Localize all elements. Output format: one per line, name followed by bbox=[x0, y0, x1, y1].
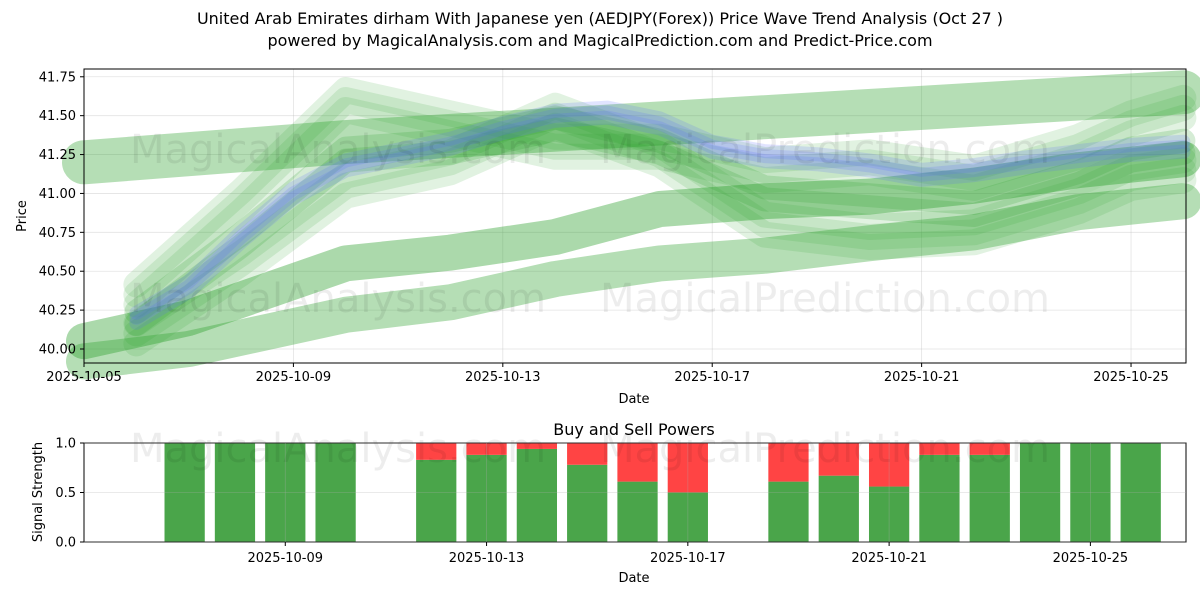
sell-bar bbox=[868, 443, 910, 487]
watermark-left-bottom: MagicalAnalysis.com bbox=[130, 426, 546, 472]
buy-bar bbox=[265, 443, 306, 542]
price-y-tick-label: 41.50 bbox=[39, 109, 76, 124]
buy-sell-x-tick-label: 2025-10-09 bbox=[247, 551, 323, 566]
buy-bar bbox=[416, 459, 457, 542]
price-y-tick-label: 40.00 bbox=[39, 343, 76, 358]
price-series-line bbox=[129, 100, 1191, 320]
price-series-line bbox=[129, 105, 1191, 325]
buy-sell-x-tick-label: 2025-10-17 bbox=[650, 551, 726, 566]
sell-bar bbox=[818, 443, 859, 476]
sell-bar bbox=[567, 443, 608, 465]
sell-bar bbox=[416, 443, 457, 460]
price-series-line bbox=[66, 183, 1200, 380]
buy-sell-y-tick-label: 0.0 bbox=[55, 536, 76, 551]
sell-bar bbox=[919, 443, 960, 455]
price-y-axis-label: Price bbox=[15, 200, 30, 232]
buy-bar bbox=[1120, 443, 1161, 542]
buy-sell-chart-plot bbox=[164, 443, 1161, 542]
price-series-line bbox=[66, 141, 1200, 360]
price-series-line bbox=[123, 112, 1197, 357]
price-x-tick-label: 2025-10-21 bbox=[884, 370, 960, 385]
price-x-tick-label: 2025-10-17 bbox=[674, 370, 750, 385]
price-series-line bbox=[123, 77, 1197, 298]
buy-sell-y-tick-label: 0.5 bbox=[55, 486, 76, 501]
buy-sell-x-axis-label: Date bbox=[618, 571, 649, 586]
buy-bar bbox=[164, 443, 205, 542]
buy-bar bbox=[919, 454, 960, 542]
buy-bar bbox=[567, 464, 608, 542]
price-series-line bbox=[124, 105, 1196, 324]
buy-bar bbox=[214, 443, 256, 542]
buy-bar bbox=[315, 443, 356, 542]
buy-sell-chart-axes: 0.0 0.5 1.0 2025-10-09 2025-10-13 2025-10-17 2… bbox=[55, 437, 1186, 566]
price-x-tick-label: 2025-10-05 bbox=[46, 370, 122, 385]
price-series-line bbox=[123, 97, 1197, 318]
price-x-tick-label: 2025-10-09 bbox=[256, 370, 332, 385]
sell-bar bbox=[516, 443, 558, 449]
buy-sell-y-axis-label: Signal Strength bbox=[31, 442, 46, 542]
sell-bar bbox=[617, 443, 658, 482]
chart-subtitle: powered by MagicalAnalysis.com and Magic… bbox=[267, 31, 933, 50]
price-x-axis-label: Date bbox=[618, 392, 649, 407]
watermark-right-upper: MagicalPrediction.com bbox=[600, 127, 1050, 173]
buy-bar bbox=[617, 481, 658, 542]
sell-bar bbox=[466, 443, 507, 455]
price-y-tick-label: 40.25 bbox=[39, 304, 76, 319]
price-y-tick-label: 41.25 bbox=[39, 148, 76, 163]
price-y-tick-label: 41.75 bbox=[39, 70, 76, 85]
watermark-right-bottom: MagicalPrediction.com bbox=[600, 426, 1050, 472]
buy-bar bbox=[969, 454, 1010, 542]
sell-bar bbox=[667, 443, 708, 493]
buy-bar bbox=[516, 448, 558, 542]
chart-title: United Arab Emirates dirham With Japanes… bbox=[196, 9, 1004, 28]
price-chart-axes: 40.00 40.25 40.50 40.75 41.00 41.25 41.50 41.75… bbox=[39, 70, 1169, 385]
price-series-line bbox=[62, 70, 1200, 185]
price-series-line bbox=[123, 87, 1197, 308]
buy-sell-chart-title: Buy and Sell Powers bbox=[553, 420, 715, 439]
price-series-line bbox=[123, 92, 1197, 337]
buy-sell-x-tick-label: 2025-10-13 bbox=[449, 551, 525, 566]
price-series-line bbox=[124, 117, 1196, 336]
watermark-right-lower: MagicalPrediction.com bbox=[600, 276, 1050, 322]
buy-bar bbox=[466, 454, 507, 542]
buy-bar bbox=[667, 492, 708, 542]
buy-sell-x-tick-label: 2025-10-21 bbox=[851, 551, 927, 566]
price-y-tick-label: 40.50 bbox=[39, 265, 76, 280]
buy-sell-y-tick-label: 1.0 bbox=[55, 437, 76, 452]
sell-bar bbox=[969, 443, 1010, 455]
buy-bar bbox=[868, 486, 910, 542]
watermark-left-upper: MagicalAnalysis.com bbox=[130, 127, 546, 173]
price-y-tick-label: 40.75 bbox=[39, 226, 76, 241]
price-y-tick-label: 41.00 bbox=[39, 187, 76, 202]
price-series-line bbox=[123, 102, 1197, 347]
price-x-tick-label: 2025-10-25 bbox=[1093, 370, 1169, 385]
price-series-line bbox=[129, 110, 1191, 330]
sell-bar bbox=[768, 443, 809, 482]
buy-bar bbox=[818, 475, 859, 542]
watermark-left-lower: MagicalAnalysis.com bbox=[130, 276, 546, 322]
price-x-tick-label: 2025-10-13 bbox=[465, 370, 541, 385]
buy-bar bbox=[1019, 443, 1061, 542]
buy-bar bbox=[1070, 443, 1111, 542]
price-chart-plot bbox=[62, 70, 1200, 380]
buy-bar bbox=[768, 481, 809, 542]
price-chart-grid bbox=[83, 69, 1186, 363]
price-chart-frame bbox=[83, 68, 1187, 364]
buy-sell-x-tick-label: 2025-10-25 bbox=[1053, 551, 1129, 566]
